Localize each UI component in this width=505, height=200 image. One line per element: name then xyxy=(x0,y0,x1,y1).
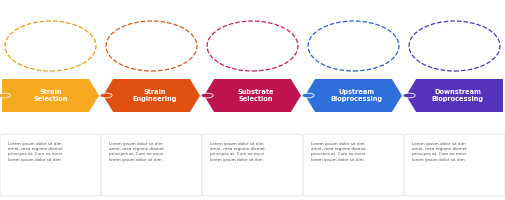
FancyBboxPatch shape xyxy=(202,134,303,196)
Circle shape xyxy=(0,93,11,98)
Polygon shape xyxy=(406,79,503,112)
Text: Lorem ipsum dolor sit dim
amet, mea regione diamet
principes at. Cum no movi
lor: Lorem ipsum dolor sit dim amet, mea regi… xyxy=(109,142,164,162)
Text: Lorem ipsum dolor sit dim
amet, mea regione diamet
principes at. Cum no movi
lor: Lorem ipsum dolor sit dim amet, mea regi… xyxy=(311,142,366,162)
Text: Substrate
Selection: Substrate Selection xyxy=(237,89,274,102)
Text: Strain
Engineering: Strain Engineering xyxy=(132,89,177,102)
Polygon shape xyxy=(305,79,402,112)
FancyBboxPatch shape xyxy=(101,134,202,196)
Polygon shape xyxy=(103,79,200,112)
FancyBboxPatch shape xyxy=(404,134,505,196)
Circle shape xyxy=(201,93,213,98)
Polygon shape xyxy=(204,79,301,112)
Polygon shape xyxy=(2,79,99,112)
FancyBboxPatch shape xyxy=(303,134,404,196)
Circle shape xyxy=(302,93,314,98)
FancyBboxPatch shape xyxy=(0,134,101,196)
Text: Upstream
Bioprocessing: Upstream Bioprocessing xyxy=(331,89,382,102)
Text: Downstream
Bioprocessing: Downstream Bioprocessing xyxy=(432,89,483,102)
Text: Lorem ipsum dolor sit dim
amet, mea regione diamet
principes at. Cum no movi
lor: Lorem ipsum dolor sit dim amet, mea regi… xyxy=(210,142,265,162)
Text: Strain
Selection: Strain Selection xyxy=(33,89,68,102)
Circle shape xyxy=(100,93,112,98)
Text: Lorem ipsum dolor sit dim
amet, mea regione diamet
principes at. Cum no movi
lor: Lorem ipsum dolor sit dim amet, mea regi… xyxy=(412,142,467,162)
Text: Lorem ipsum dolor sit dim
amet, mea regione diamet
principes at. Cum no movi
lor: Lorem ipsum dolor sit dim amet, mea regi… xyxy=(8,142,63,162)
Circle shape xyxy=(403,93,415,98)
